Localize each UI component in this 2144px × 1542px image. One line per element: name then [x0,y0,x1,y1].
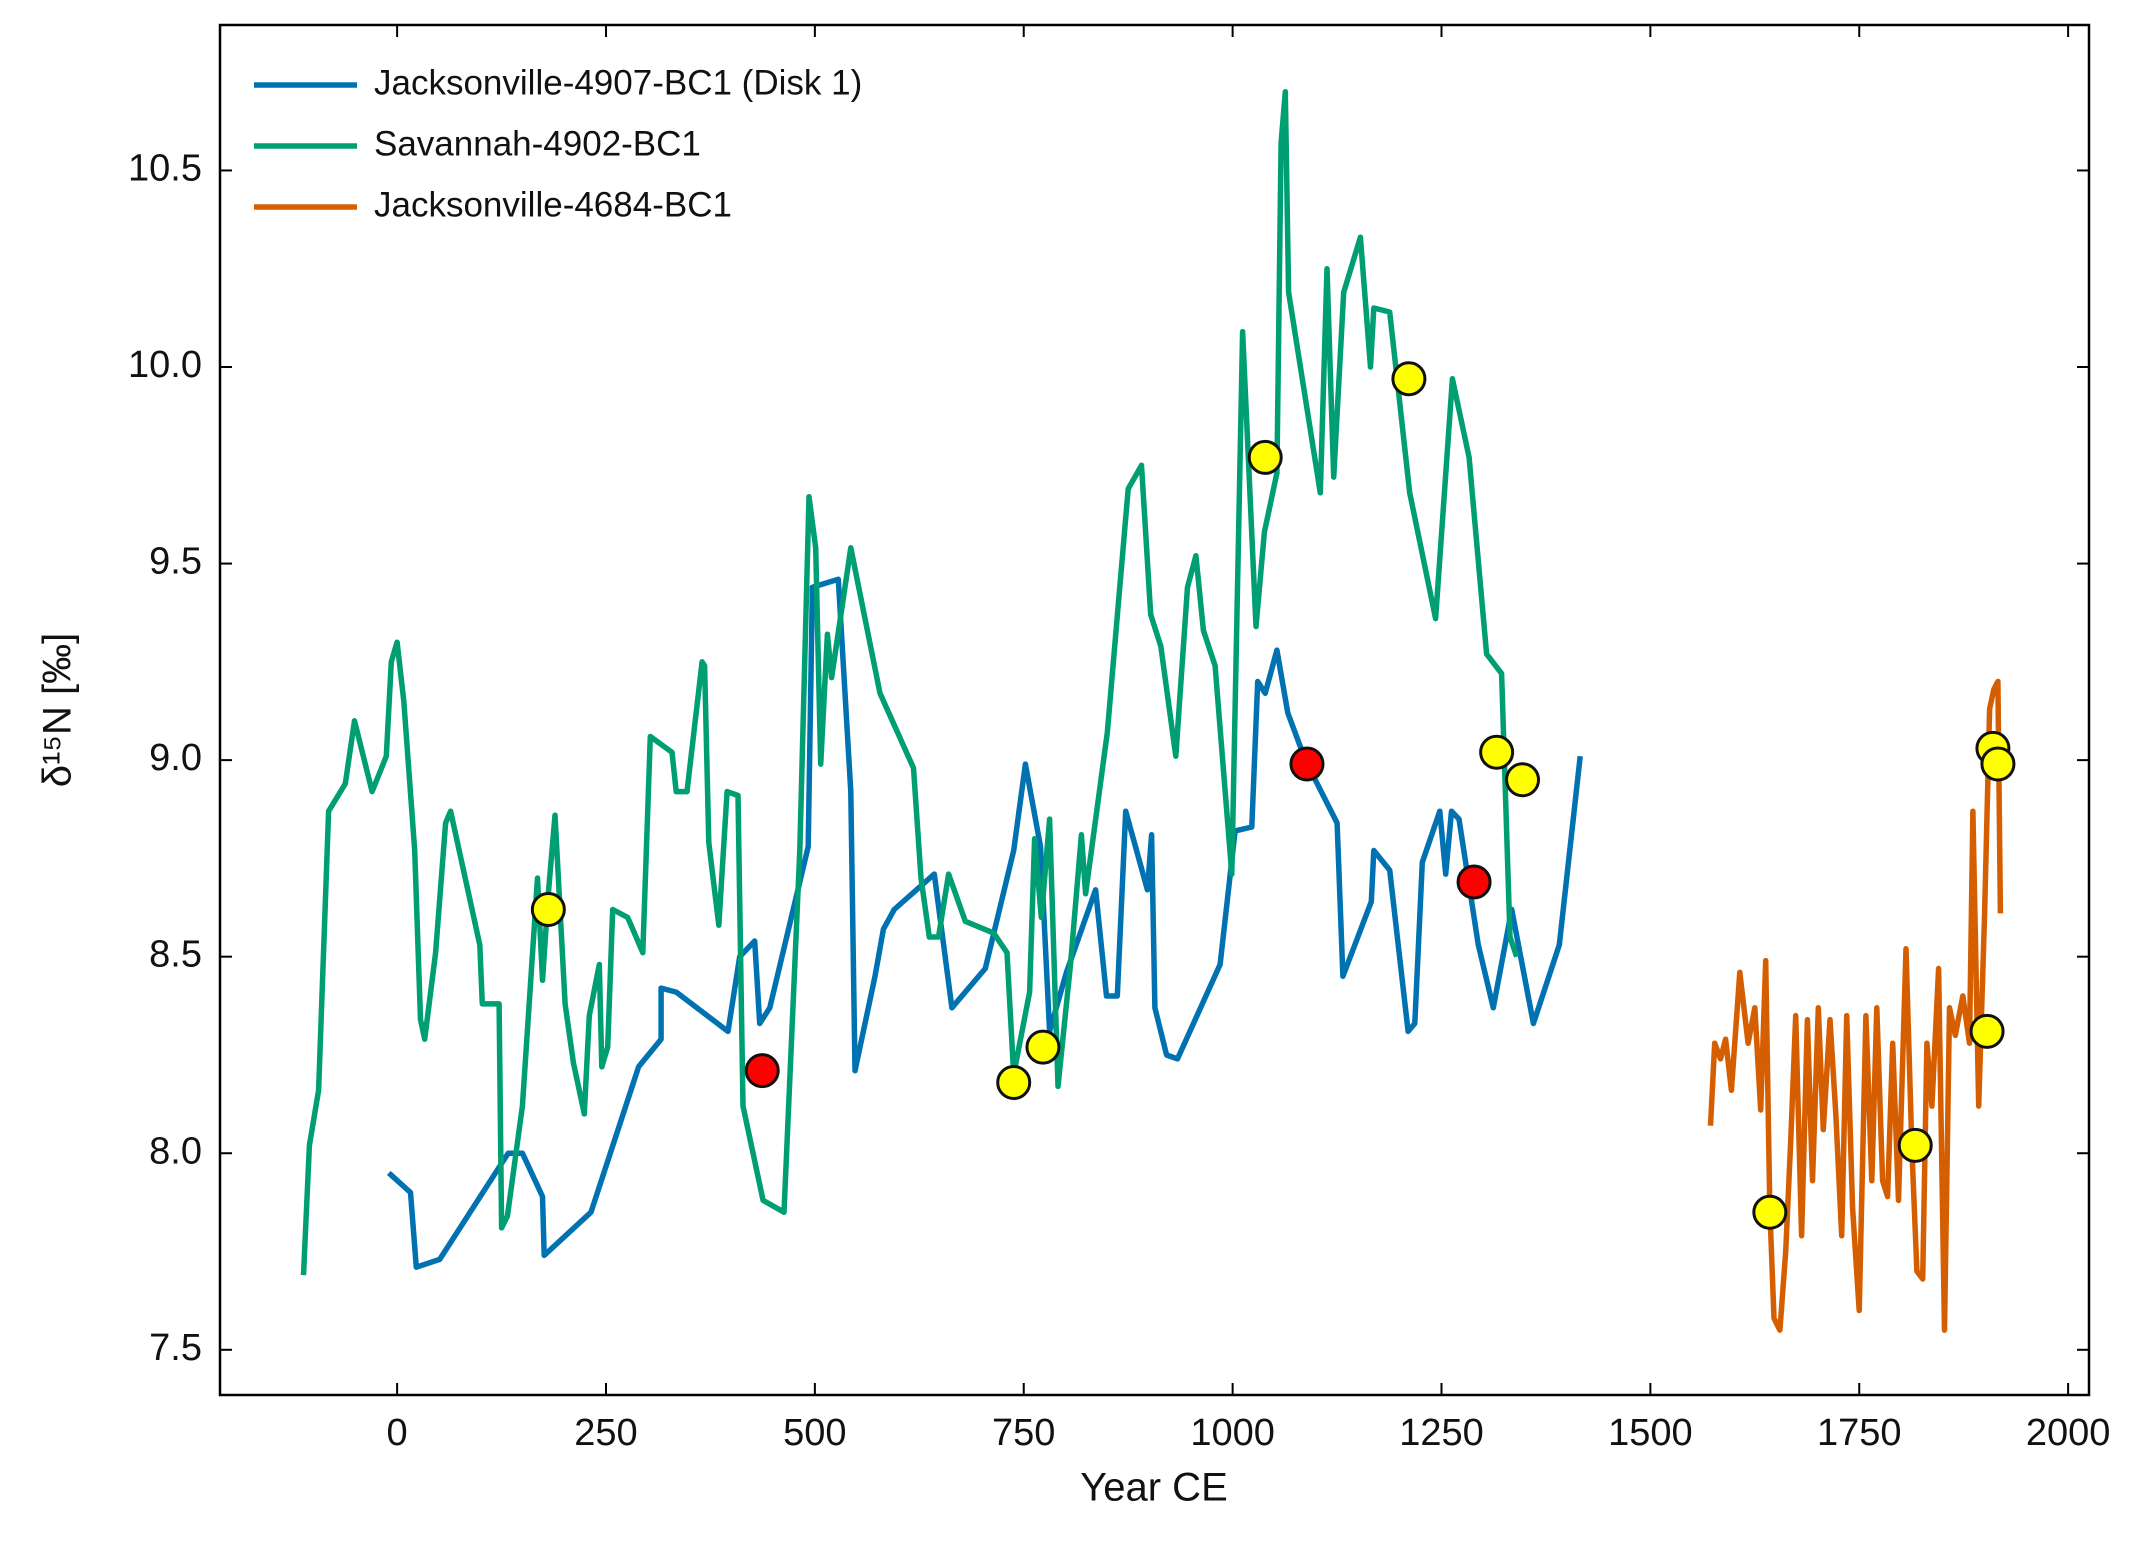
x-tick-label: 1000 [1190,1412,1275,1454]
marker-point [1897,1127,1933,1163]
marker-point [1969,1013,2005,1049]
x-tick-label: 2000 [2026,1412,2111,1454]
legend-text: Jacksonville-4684-BC1 [374,185,732,224]
y-tick-label: 9.0 [149,737,202,779]
y-tick-label: 10.0 [128,344,202,386]
y-tick-label: 8.0 [149,1130,202,1172]
marker-point [1025,1029,1061,1065]
legend-text: Savannah-4902-BC1 [374,124,701,163]
y-tick-label: 7.5 [149,1327,202,1369]
marker-point [1505,762,1541,798]
x-tick-label: 750 [992,1412,1055,1454]
y-axis-label: δ¹⁵N [‰] [36,633,80,787]
y-tick-label: 9.5 [149,541,202,583]
data-line [1707,678,2004,1333]
marker-point [530,892,566,928]
marker-point [1289,746,1325,782]
plot-area [300,89,2016,1333]
marker-point [744,1053,780,1089]
data-line [300,89,1520,1276]
x-tick-label: 0 [387,1412,408,1454]
x-tick-label: 1750 [1817,1412,1902,1454]
y-tick-label: 8.5 [149,934,202,976]
marker-point [1752,1194,1788,1230]
legend-text: Jacksonville-4907-BC1 (Disk 1) [374,63,862,102]
x-tick-label: 1250 [1399,1412,1484,1454]
marker-point [1247,439,1283,475]
marker-point [1456,864,1492,900]
marker-point [996,1064,1032,1100]
x-tick-label: 500 [783,1412,846,1454]
x-tick-label: 250 [574,1412,637,1454]
y-tick-label: 10.5 [128,147,202,189]
x-tick-label: 1500 [1608,1412,1693,1454]
x-axis-label: Year CE [1080,1466,1228,1510]
marker-point [1479,734,1515,770]
plot-frame [218,23,2091,1397]
marker-point [1980,746,2016,782]
data-line [386,576,1583,1270]
marker-point [1391,361,1427,397]
